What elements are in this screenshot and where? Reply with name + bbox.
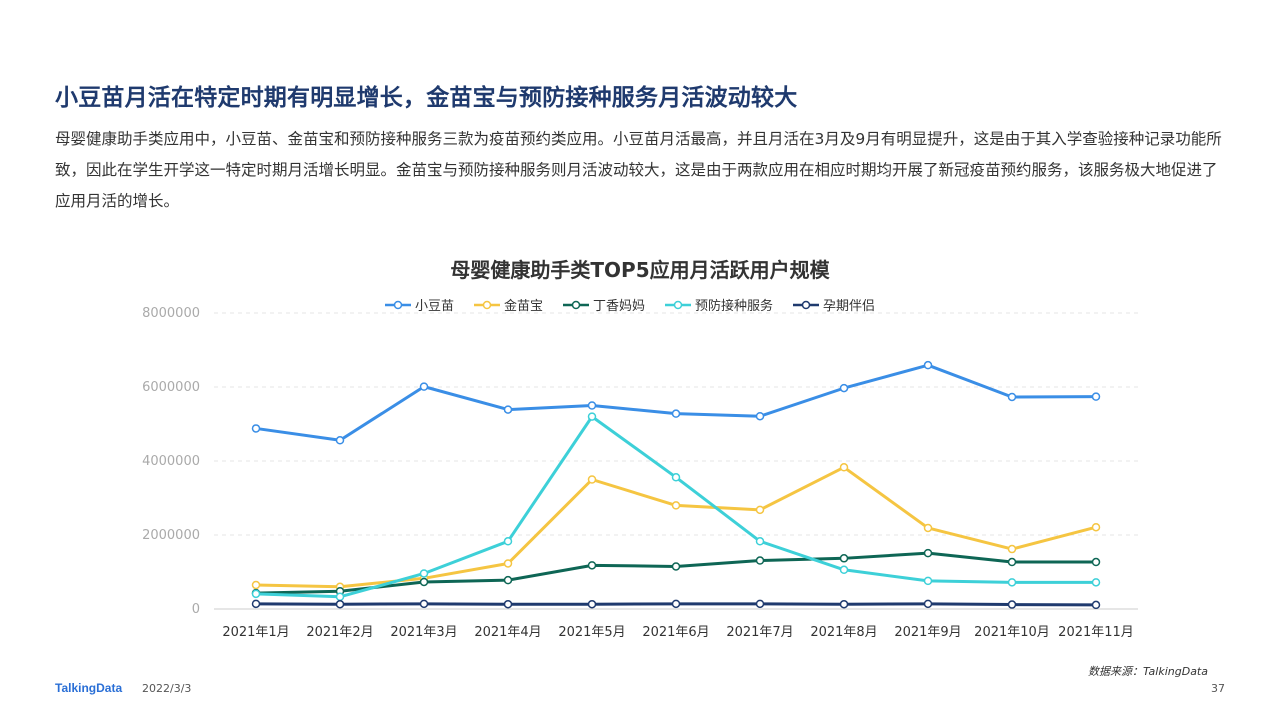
data-point <box>1091 557 1101 567</box>
page-description: 母婴健康助手类应用中，小豆苗、金苗宝和预防接种服务三款为疫苗预约类应用。小豆苗月… <box>55 130 1222 210</box>
data-point <box>251 580 261 590</box>
y-tick-label: 0 <box>192 602 200 617</box>
data-point <box>1007 557 1017 567</box>
data-point <box>587 561 597 570</box>
x-tick-label: 2021年4月 <box>474 625 541 640</box>
series-line-1 <box>255 363 1097 442</box>
data-point <box>587 401 597 410</box>
x-tick-label: 2021年8月 <box>810 625 877 640</box>
data-point <box>503 559 513 568</box>
data-point <box>839 463 849 472</box>
x-tick-label: 2021年3月 <box>390 625 457 640</box>
data-point <box>1091 522 1101 532</box>
data-point <box>503 599 513 609</box>
data-point <box>839 383 849 393</box>
page-number: 37 <box>1211 682 1225 695</box>
x-tick-label: 2021年11月 <box>1058 625 1134 640</box>
data-point <box>335 436 345 445</box>
data-point <box>923 599 933 609</box>
x-tick-label: 2021年1月 <box>222 625 289 640</box>
x-tick-label: 2021年9月 <box>894 625 961 640</box>
data-point <box>503 537 513 546</box>
data-point <box>419 599 429 609</box>
talkingdata-logo: TalkingData <box>55 681 123 695</box>
data-point <box>587 599 597 609</box>
data-point <box>503 575 513 585</box>
x-tick-label: 2021年2月 <box>306 625 373 640</box>
data-point <box>1091 578 1101 587</box>
data-point <box>1091 392 1101 401</box>
y-tick-label: 8000000 <box>142 306 200 321</box>
legend-item: 丁香妈妈 <box>593 299 645 314</box>
data-point <box>335 599 345 609</box>
data-point <box>755 411 765 421</box>
data-point <box>671 501 681 510</box>
y-tick-label: 4000000 <box>142 454 200 469</box>
x-tick-label: 2021年10月 <box>974 625 1050 640</box>
data-point <box>1007 600 1017 609</box>
data-point <box>839 565 849 575</box>
data-point <box>923 523 933 533</box>
data-point <box>671 409 681 418</box>
x-tick-label: 2021年6月 <box>642 625 709 640</box>
data-point <box>923 360 933 370</box>
data-point <box>1091 600 1101 610</box>
data-point <box>671 473 681 482</box>
data-point <box>587 412 597 421</box>
data-point <box>251 424 261 433</box>
data-point <box>251 589 261 599</box>
legend-item: 孕期伴侣 <box>823 299 875 314</box>
data-point <box>923 548 933 558</box>
data-point <box>419 569 429 578</box>
line-chart: 0 2000000 4000000 6000000 8000000 2021年1月 2021… <box>142 298 1138 640</box>
data-point <box>839 599 849 609</box>
legend-marker <box>571 300 581 310</box>
legend-marker <box>482 300 492 310</box>
data-point <box>671 599 681 609</box>
x-tick-label: 2021年7月 <box>726 625 793 640</box>
series-line-3 <box>255 551 1096 595</box>
legend-marker <box>393 300 403 310</box>
data-point <box>839 554 849 563</box>
x-tick-label: 2021年5月 <box>558 625 625 640</box>
data-point <box>671 562 681 571</box>
data-point <box>1007 392 1017 402</box>
legend-marker <box>673 300 683 310</box>
data-point <box>1007 578 1017 587</box>
chart-title: 母婴健康助手类TOP5应用月活跃用户规模 <box>450 258 830 282</box>
legend-item: 小豆苗 <box>415 299 454 314</box>
data-point <box>251 599 261 609</box>
data-point <box>755 556 765 565</box>
legend-item: 预防接种服务 <box>695 298 773 314</box>
y-tick-label: 6000000 <box>142 380 200 395</box>
data-point <box>923 576 933 586</box>
data-point <box>755 599 765 609</box>
data-point <box>755 505 765 515</box>
y-tick-label: 2000000 <box>142 528 200 543</box>
footer-date: 2022/3/3 <box>142 682 192 695</box>
data-point <box>1007 544 1017 554</box>
data-point <box>503 405 513 414</box>
data-point <box>755 537 765 546</box>
data-point <box>419 382 429 391</box>
data-source-note: 数据来源：TalkingData <box>1087 665 1208 678</box>
legend-marker <box>801 300 811 310</box>
data-point <box>419 577 429 587</box>
page-title: 小豆苗月活在特定时期有明显增长，金苗宝与预防接种服务月活波动较大 <box>55 85 798 111</box>
data-point <box>587 475 597 484</box>
legend-item: 金苗宝 <box>504 298 543 314</box>
data-point <box>335 592 345 602</box>
